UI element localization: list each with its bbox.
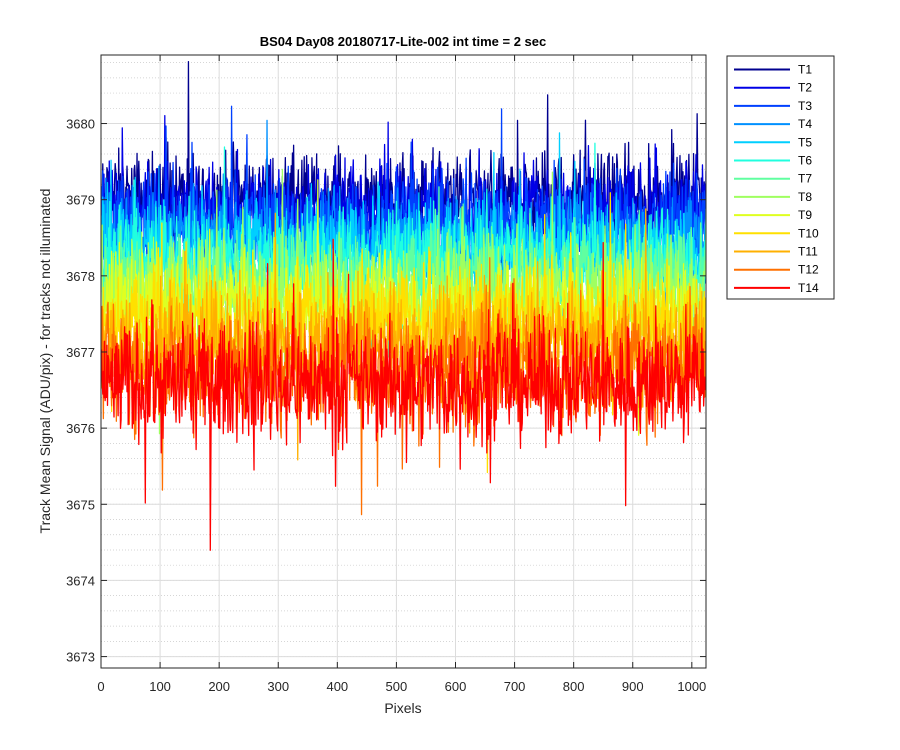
x-axis: 0 100 200 300 400 500 600 700 800 900 1000 [97, 55, 706, 694]
x-tick-label: 600 [445, 679, 467, 694]
legend-label-t10: T10 [798, 226, 819, 240]
x-tick-label: 0 [97, 679, 104, 694]
y-tick-label: 3676 [66, 421, 95, 436]
x-tick-label: 400 [326, 679, 348, 694]
legend-label-t1: T1 [798, 63, 812, 77]
series-layer [101, 61, 706, 551]
x-tick-label: 200 [208, 679, 230, 694]
legend-label-t3: T3 [798, 99, 812, 113]
series-line-t14 [101, 238, 706, 551]
legend-label-t7: T7 [798, 172, 812, 186]
chart-title: BS04 Day08 20180717-Lite-002 int time = … [260, 34, 547, 49]
y-tick-label: 3673 [66, 650, 95, 665]
legend-label-t14: T14 [798, 281, 819, 295]
y-tick-label: 3680 [66, 117, 95, 132]
legend: T1 T2 T3 T4 T5 T6 T7 T8 T9 T10 T11 T12 T14 [726, 55, 835, 300]
y-axis-label: Track Mean Signal (ADU/pix) - for tracks… [37, 189, 53, 534]
x-tick-label: 1000 [677, 679, 706, 694]
legend-box [726, 55, 835, 300]
x-axis-label: Pixels [384, 700, 421, 716]
y-tick-label: 3674 [66, 573, 95, 588]
y-axis: 3673 3674 3675 3676 3677 3678 3679 3680 [66, 117, 706, 665]
series-line-t11 [101, 208, 706, 461]
legend-label-t9: T9 [798, 208, 812, 222]
legend-label-t8: T8 [798, 190, 812, 204]
y-tick-label: 3679 [66, 193, 95, 208]
x-tick-label: 800 [563, 679, 585, 694]
y-tick-label: 3675 [66, 497, 95, 512]
x-tick-label: 100 [149, 679, 171, 694]
y-tick-label: 3678 [66, 269, 95, 284]
legend-label-t6: T6 [798, 154, 812, 168]
y-tick-label: 3677 [66, 345, 95, 360]
x-tick-label: 900 [622, 679, 644, 694]
x-tick-label: 700 [504, 679, 526, 694]
legend-label-t4: T4 [798, 117, 812, 131]
x-tick-label: 500 [386, 679, 408, 694]
legend-label-t2: T2 [798, 81, 812, 95]
legend-label-t5: T5 [798, 135, 812, 149]
legend-label-t11: T11 [798, 245, 818, 259]
x-tick-label: 300 [267, 679, 289, 694]
series-line-t8 [101, 168, 706, 435]
plot-frame [100, 54, 707, 669]
legend-label-t12: T12 [798, 263, 819, 277]
